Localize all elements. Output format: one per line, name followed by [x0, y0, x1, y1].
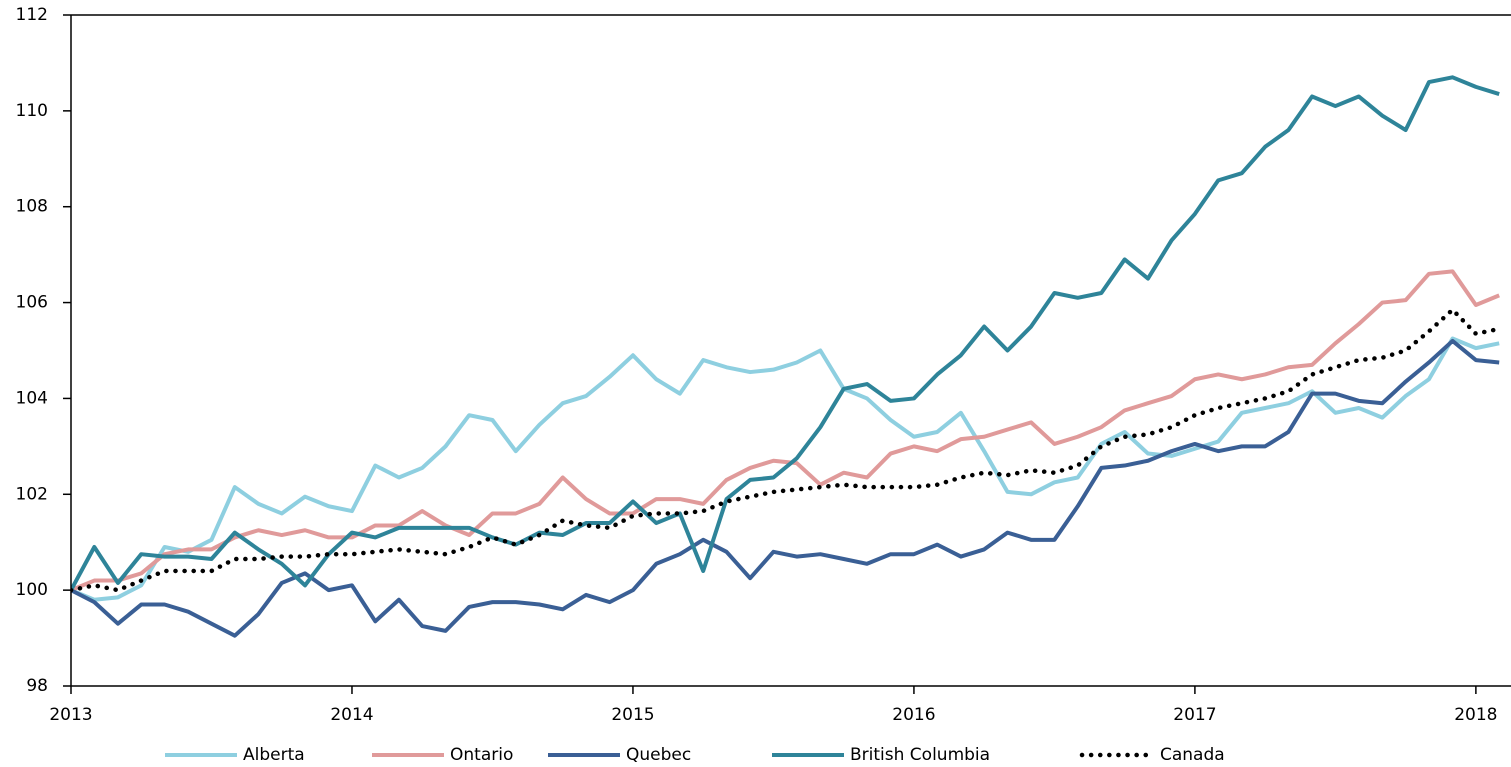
x-tick-label: 2015	[611, 705, 654, 725]
legend-label: Canada	[1160, 745, 1225, 765]
series-line	[71, 338, 1500, 638]
legend-label: Alberta	[243, 745, 305, 765]
y-tick-label: 106	[16, 293, 48, 313]
legend-label: Quebec	[626, 745, 691, 765]
x-tick-label: 2017	[1173, 705, 1216, 725]
y-tick-label: 102	[16, 484, 48, 504]
x-tick-label: 2013	[49, 705, 92, 725]
y-tick-label: 104	[16, 388, 48, 408]
y-tick-label: 112	[16, 5, 48, 25]
series-line	[71, 307, 1502, 593]
x-tick-label: 2014	[330, 705, 373, 725]
series-line	[71, 269, 1500, 592]
x-tick-label: 2016	[892, 705, 935, 725]
y-tick-label: 100	[16, 580, 48, 600]
series-line	[71, 75, 1500, 592]
legend-label: British Columbia	[850, 745, 990, 765]
plot-lines	[71, 75, 1502, 638]
y-tick-label: 98	[26, 676, 48, 696]
y-tick-label: 110	[16, 101, 48, 121]
series-line	[71, 336, 1500, 602]
x-tick-label: 2018	[1454, 705, 1497, 725]
legend-label: Ontario	[450, 745, 513, 765]
y-tick-label: 108	[16, 197, 48, 217]
